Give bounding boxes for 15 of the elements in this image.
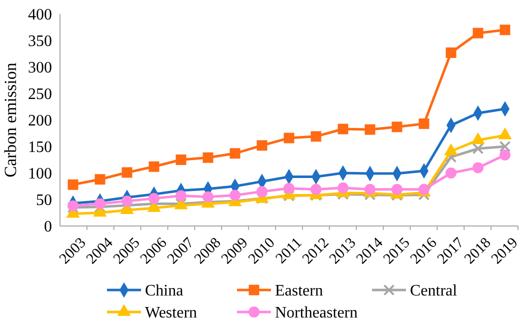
y-tick-label: 300 (28, 60, 52, 77)
y-tick-label: 400 (28, 6, 52, 24)
legend-label: Northeastern (275, 304, 358, 321)
legend-label: Eastern (275, 282, 323, 300)
y-tick-label: 250 (28, 86, 52, 104)
y-tick-label: 0 (44, 218, 52, 236)
y-tick-label: 200 (28, 112, 52, 130)
y-tick-label: 150 (28, 139, 52, 156)
y-axis-title: Carbon emission (1, 62, 20, 178)
y-tick-label: 100 (28, 166, 52, 183)
y-tick-label: 350 (28, 33, 52, 50)
legend-label: Western (145, 304, 198, 321)
legend-label: Central (410, 282, 458, 300)
legend-label: China (145, 282, 184, 300)
y-tick-label: 50 (36, 192, 52, 210)
